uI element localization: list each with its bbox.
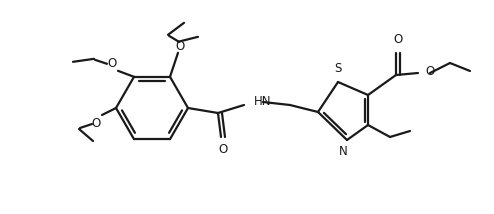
Text: O: O [425, 64, 434, 77]
Text: O: O [91, 116, 101, 129]
Text: O: O [393, 33, 403, 46]
Text: HN: HN [254, 95, 272, 107]
Text: O: O [107, 57, 117, 70]
Text: S: S [334, 62, 342, 75]
Text: N: N [338, 145, 347, 158]
Text: O: O [175, 40, 185, 53]
Text: O: O [218, 143, 228, 156]
